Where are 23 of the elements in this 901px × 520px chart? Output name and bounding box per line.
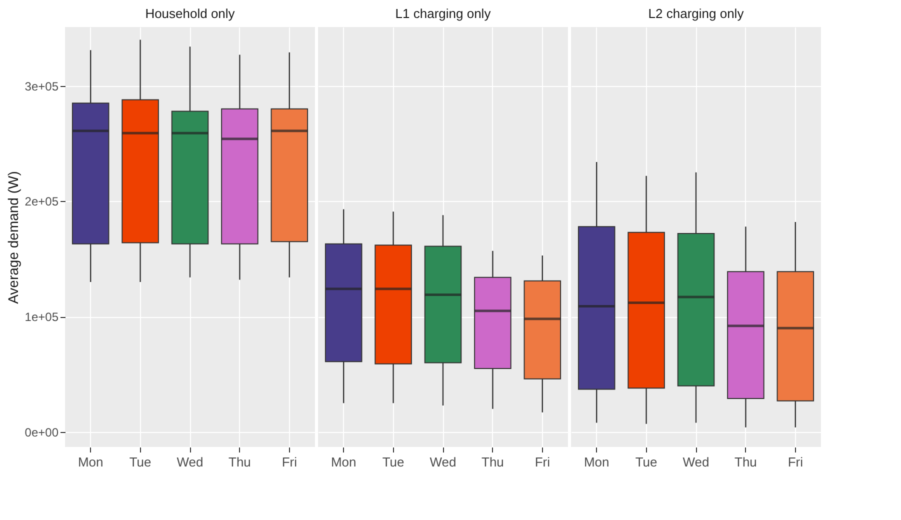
x-tick-label: Mon: [584, 454, 610, 470]
y-tick-label: 1e+05: [24, 310, 59, 324]
y-tick-label: 3e+05: [24, 79, 59, 94]
x-tick-label: Tue: [129, 454, 152, 470]
x-tick-label: Wed: [430, 454, 456, 470]
y-tick-label: 0e+00: [24, 426, 59, 440]
x-tick-label: Mon: [330, 454, 356, 470]
chart-title: Household only: [145, 6, 236, 21]
y-axis-title: Average demand (W): [4, 171, 21, 304]
x-tick-label: Fri: [282, 454, 298, 470]
x-tick-label: Tue: [382, 454, 404, 470]
x-tick-label: Wed: [682, 454, 710, 470]
x-tick-label: Fri: [534, 454, 550, 470]
x-tick-label: Thu: [734, 454, 757, 470]
x-tick-label: Thu: [482, 454, 504, 470]
x-tick-label: Thu: [228, 454, 251, 470]
x-tick-label: Tue: [635, 454, 658, 470]
chart-title: L2 charging only: [648, 6, 744, 21]
x-tick-label: Mon: [78, 454, 104, 470]
x-tick-label: Fri: [788, 454, 804, 470]
chart-title: L1 charging only: [395, 6, 492, 21]
x-tick-label: Wed: [176, 454, 204, 470]
y-tick-label: 2e+05: [24, 194, 59, 209]
